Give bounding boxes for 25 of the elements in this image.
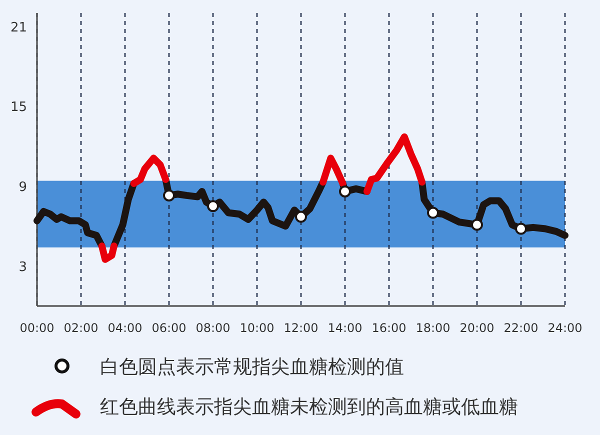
y-tick-label: 9 bbox=[18, 180, 27, 196]
point bbox=[339, 185, 351, 198]
x-tick-label: 02:00 bbox=[64, 321, 98, 335]
y-tick-label: 3 bbox=[18, 260, 27, 276]
x-tick-label: 18:00 bbox=[416, 321, 450, 335]
x-tick-label: 10:00 bbox=[240, 321, 274, 335]
y-tick-label: 15 bbox=[10, 100, 27, 116]
x-tick-label: 08:00 bbox=[196, 321, 230, 335]
point bbox=[427, 206, 439, 219]
x-tick-label: 20:00 bbox=[460, 321, 494, 335]
x-tick-label: 04:00 bbox=[108, 321, 142, 335]
point bbox=[207, 200, 219, 212]
point bbox=[471, 218, 483, 231]
x-tick-label: 00:00 bbox=[20, 321, 54, 335]
x-tick-label: 06:00 bbox=[152, 321, 186, 335]
point bbox=[163, 189, 175, 202]
x-tick-label: 12:00 bbox=[284, 321, 318, 335]
legend-label: 红色曲线表示指尖血糖未检测到的高血糖或低血糖 bbox=[100, 396, 518, 418]
x-tick-label: 14:00 bbox=[328, 321, 362, 335]
x-tick-label: 16:00 bbox=[372, 321, 406, 335]
y-tick-label: 21 bbox=[10, 20, 27, 36]
point bbox=[295, 210, 307, 223]
x-tick-label: 24:00 bbox=[548, 321, 582, 335]
point bbox=[515, 222, 527, 235]
x-tick-label: 22:00 bbox=[504, 321, 538, 335]
